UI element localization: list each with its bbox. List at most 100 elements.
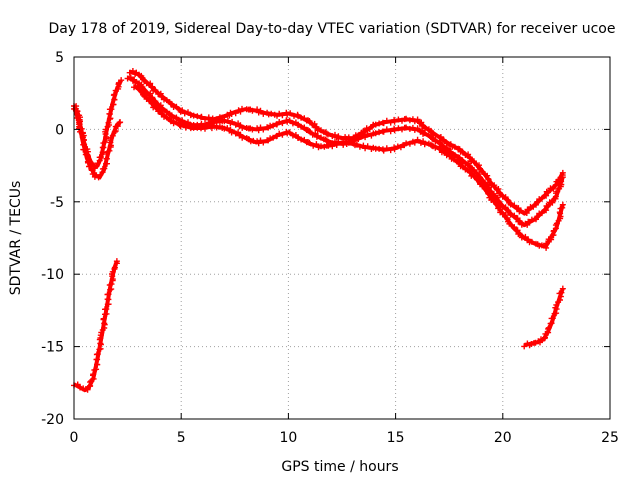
data-point	[313, 141, 320, 148]
grid-lines	[74, 57, 610, 419]
data-point	[440, 136, 447, 143]
data-point	[559, 174, 566, 181]
data-point	[383, 126, 390, 133]
data-point	[372, 130, 379, 137]
data-point	[279, 131, 286, 138]
data-point	[202, 116, 208, 123]
data-point	[538, 195, 545, 202]
data-point	[90, 371, 97, 378]
data-point	[559, 285, 566, 292]
data-point	[78, 130, 85, 137]
data-point	[403, 124, 410, 131]
data-point	[364, 131, 371, 137]
data-point	[306, 118, 313, 124]
data-point	[114, 123, 121, 130]
data-point	[87, 379, 94, 386]
data-point	[496, 190, 503, 196]
data-point	[313, 123, 320, 130]
data-point	[543, 240, 550, 247]
data-point	[484, 181, 491, 188]
data-point	[504, 206, 511, 213]
data-point	[504, 196, 511, 203]
data-point	[202, 125, 208, 132]
data-point	[459, 163, 466, 170]
data-point	[432, 138, 439, 145]
data-point	[179, 121, 186, 128]
series-track-e-main	[124, 74, 566, 228]
data-point	[152, 87, 159, 94]
data-point	[387, 147, 394, 154]
data-point	[476, 176, 482, 183]
data-point	[131, 76, 138, 83]
data-point	[549, 199, 556, 206]
data-point	[421, 130, 428, 137]
data-point	[557, 297, 563, 303]
data-point	[395, 125, 402, 132]
data-point	[149, 100, 156, 107]
data-point	[466, 154, 473, 161]
data-point	[429, 135, 435, 142]
data-point	[387, 128, 394, 135]
data-point	[559, 201, 566, 208]
data-point	[364, 143, 371, 150]
data-point	[476, 162, 482, 169]
data-point	[276, 130, 283, 137]
chart-title: Day 178 of 2019, Sidereal Day-to-day VTE…	[49, 21, 616, 37]
data-point	[77, 384, 84, 391]
data-point	[437, 134, 444, 140]
data-point	[443, 152, 450, 159]
data-point	[286, 129, 293, 136]
data-point	[362, 134, 369, 141]
data-point	[383, 145, 390, 152]
data-point	[270, 134, 277, 141]
data-point	[490, 196, 497, 203]
data-point	[306, 139, 313, 146]
data-point	[372, 121, 379, 128]
data-points	[71, 68, 566, 393]
y-tick-label: -15	[41, 340, 64, 356]
data-point	[173, 119, 180, 126]
data-point	[101, 165, 108, 172]
data-point	[98, 154, 104, 161]
data-point	[538, 210, 545, 217]
data-point	[345, 139, 352, 146]
data-point	[451, 143, 458, 150]
data-point	[406, 125, 413, 132]
data-point	[459, 157, 466, 164]
data-point	[257, 107, 264, 114]
data-point	[517, 207, 524, 214]
data-point	[420, 122, 426, 129]
data-point	[387, 119, 394, 126]
data-point	[131, 84, 137, 91]
data-point	[110, 101, 117, 108]
series-track-d-main	[126, 68, 566, 216]
data-point	[181, 110, 188, 117]
data-point	[516, 218, 523, 224]
data-point	[287, 110, 294, 117]
data-point	[414, 125, 421, 132]
data-point	[380, 147, 387, 154]
data-point	[149, 83, 156, 90]
data-point	[198, 113, 205, 120]
y-tick-label: 0	[55, 122, 64, 138]
data-point	[471, 172, 477, 179]
x-tick-label: 20	[494, 430, 512, 446]
data-point	[406, 117, 413, 124]
data-point	[437, 145, 444, 152]
data-point	[100, 315, 107, 322]
data-point	[213, 124, 220, 131]
data-point	[103, 306, 110, 313]
data-point	[270, 122, 277, 129]
data-point	[81, 146, 88, 153]
data-point	[109, 132, 116, 139]
y-tick-label: -5	[50, 195, 64, 211]
data-point	[490, 190, 497, 197]
series-track-f-main	[131, 83, 566, 251]
data-point	[366, 126, 373, 133]
data-point	[254, 106, 261, 113]
data-point	[227, 109, 234, 116]
data-point	[403, 115, 410, 122]
plot-frame	[73, 56, 611, 420]
data-point	[414, 116, 421, 123]
